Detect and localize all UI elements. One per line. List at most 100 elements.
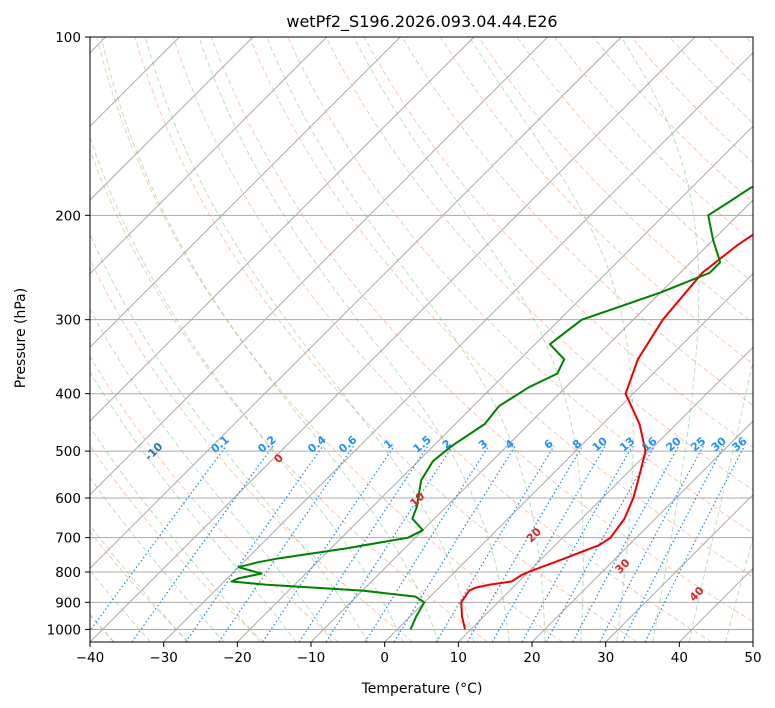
dry-adiabat-line	[90, 355, 339, 642]
mixing-ratio-line	[262, 445, 395, 642]
dry-adiabat-line	[90, 258, 414, 642]
x-axis-ticks: −40 −30 −20 −10 0 10 20 30 40 50	[76, 642, 762, 666]
mixing-ratio-label: 0.4	[305, 433, 329, 456]
y-tick-label: 400	[55, 387, 81, 403]
mixing-ratio-line	[364, 445, 490, 642]
moist-adiabat-line	[90, 426, 261, 642]
mixing-ratio-label: 8	[570, 437, 584, 452]
isotherm-line	[605, 493, 753, 642]
mixing-ratio-line	[131, 445, 274, 642]
y-tick-label: 800	[55, 565, 81, 581]
y-axis-label: Pressure (hPa)	[13, 288, 29, 388]
moist-adiabat-line	[353, 37, 584, 642]
dry-adiabat-line	[707, 37, 753, 85]
moist-adiabat-line	[90, 308, 333, 642]
mixing-ratio-label: 0.1	[209, 433, 232, 455]
dry-adiabat-label: -10	[142, 440, 165, 463]
mixing-ratio-label: 0.6	[336, 433, 360, 456]
moist-adiabat-line	[266, 37, 546, 642]
dry-adiabat-line	[516, 37, 753, 284]
mixing-ratio-label: 1	[381, 437, 395, 452]
isotherm-line	[384, 272, 753, 642]
dry-adiabat-line	[554, 37, 753, 243]
x-tick-label: 40	[671, 650, 688, 666]
x-tick-label: 10	[450, 650, 467, 666]
isotherm-line	[310, 199, 753, 642]
x-axis-label: Temperature (°C)	[361, 681, 483, 697]
x-tick-label: 0	[380, 650, 389, 666]
isotherm-line	[90, 37, 254, 201]
dry-adiabat-line	[439, 37, 753, 365]
dry-adiabat-line	[669, 37, 753, 124]
moist-adiabat-line	[198, 37, 510, 642]
moist-adiabat-line	[725, 536, 753, 642]
background-lines	[90, 37, 753, 642]
dry-adiabat-line	[287, 37, 753, 534]
moist-adiabat-line	[90, 476, 225, 642]
moist-adiabat-label: 20	[524, 525, 544, 545]
moist-adiabat-label: 10	[407, 490, 427, 510]
dry-adiabat-line	[249, 37, 753, 578]
moist-adiabat-line	[100, 37, 439, 642]
moist-adiabat-label: 40	[687, 584, 707, 604]
dry-adiabat-line	[745, 37, 753, 45]
mixing-ratio-line	[466, 445, 584, 642]
moist-adiabat-label: 30	[613, 556, 633, 576]
moist-adiabat-line	[90, 232, 369, 642]
mixing-ratio-line	[644, 445, 746, 642]
mixing-ratio-line	[218, 445, 355, 642]
dewpoint-line	[230, 185, 753, 630]
isotherm-line	[90, 37, 622, 570]
mixing-ratio-line	[185, 445, 324, 642]
isotherm-line	[531, 420, 753, 642]
x-tick-label: −20	[223, 650, 252, 666]
dry-adiabat-line	[401, 37, 753, 406]
x-tick-label: −40	[76, 650, 105, 666]
isotherm-line	[90, 37, 475, 422]
x-tick-label: 20	[523, 650, 540, 666]
moist-adiabat-line	[688, 358, 753, 642]
isotherm-line	[90, 37, 696, 642]
plot-frame	[89, 36, 754, 643]
x-tick-label: 30	[597, 650, 614, 666]
y-tick-label: 300	[55, 313, 81, 329]
dry-adiabat-line	[325, 37, 753, 491]
mixing-ratio-line	[599, 445, 704, 642]
dry-adiabat-line	[134, 37, 638, 642]
moist-adiabat-line	[469, 37, 634, 642]
isotherm-line	[90, 37, 401, 349]
y-tick-label: 200	[55, 208, 81, 224]
y-axis-ticks: 1000 900 800 700 600 500 400 300 200 100	[47, 30, 90, 638]
y-tick-label: 100	[55, 30, 81, 46]
dry-adiabat-line	[96, 37, 563, 642]
mixing-ratio-line	[521, 445, 634, 642]
mixing-ratio-line	[325, 445, 454, 642]
dry-adiabat-line	[210, 37, 753, 623]
mixing-ratio-label: 1.5	[411, 433, 434, 455]
isotherm-line	[236, 125, 753, 642]
mixing-ratio-line	[435, 445, 555, 642]
y-tick-label: 1000	[47, 622, 81, 638]
dry-adiabat-line	[90, 148, 488, 642]
dry-adiabat-line	[363, 37, 753, 448]
mixing-ratio-label: 2	[440, 437, 454, 452]
moist-adiabat-line	[90, 135, 404, 642]
isotherm-line	[678, 567, 753, 642]
dry-adiabat-line	[90, 531, 190, 642]
dry-adiabat-line	[90, 445, 264, 642]
mixing-ratio-line	[298, 445, 429, 642]
isotherm-line	[90, 37, 328, 275]
dry-adiabat-line	[592, 37, 753, 203]
mixing-ratio-label: 6	[542, 437, 556, 452]
x-tick-label: −10	[297, 650, 326, 666]
y-tick-label: 900	[55, 595, 81, 611]
y-tick-label: 500	[55, 444, 81, 460]
dry-adiabat-line	[172, 37, 712, 642]
y-tick-label: 700	[55, 531, 81, 547]
mixing-ratio-label: 3	[476, 437, 490, 452]
temperature-line	[460, 233, 753, 630]
isotherm-line	[457, 346, 753, 642]
chart-title: wetPf2_S196.2026.093.04.44.E26	[286, 12, 557, 32]
isotherm-line	[90, 37, 549, 496]
